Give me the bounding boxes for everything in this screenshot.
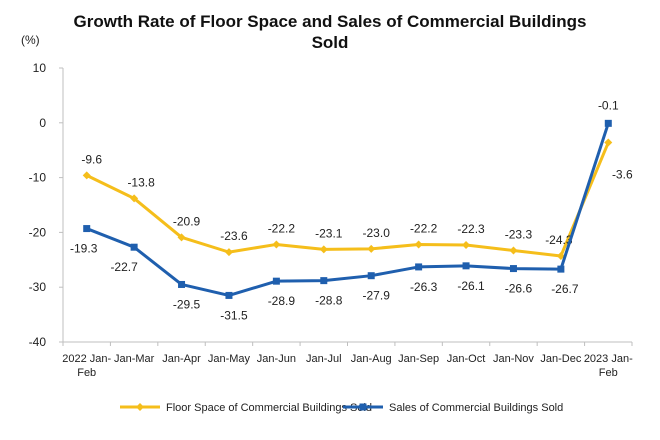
x-tick-label: Jan-Dec	[540, 353, 581, 365]
series-line-2	[86, 122, 610, 297]
x-tick-label: Jan-Aug	[351, 353, 392, 365]
data-label: -26.1	[457, 279, 485, 293]
legend-marker-square	[359, 403, 367, 411]
data-label: -23.6	[220, 229, 248, 243]
data-point-sales	[367, 272, 375, 280]
y-tick-label: -40	[29, 335, 47, 349]
data-point-floor-space	[319, 245, 328, 254]
x-tick-label: 2023 Jan-	[584, 353, 633, 365]
data-point-floor-space	[177, 233, 186, 242]
data-point-floor-space	[82, 171, 91, 180]
data-label: -22.2	[268, 221, 296, 235]
data-label: -22.2	[410, 221, 438, 235]
data-label: -31.5	[220, 308, 248, 322]
data-point-sales	[83, 225, 91, 233]
x-tick-label: Jan-Sep	[398, 353, 439, 365]
data-point-floor-space	[272, 240, 281, 249]
data-label: -24.3	[545, 233, 573, 247]
data-point-floor-space	[130, 194, 139, 203]
data-point-floor-space	[462, 241, 471, 250]
y-tick-label: -10	[29, 171, 47, 185]
x-tick-label: Jan-May	[208, 353, 251, 365]
data-label: -26.3	[410, 280, 438, 294]
data-label: -27.9	[363, 289, 391, 303]
data-label: -29.5	[173, 297, 201, 311]
x-tick-label: Feb	[77, 367, 96, 379]
data-label: -26.7	[551, 282, 579, 296]
data-label: -9.6	[81, 152, 102, 166]
data-point-floor-space	[367, 244, 376, 253]
legend-marker-diamond	[136, 403, 144, 411]
data-point-floor-space	[414, 240, 423, 249]
data-label: -19.3	[70, 242, 98, 256]
y-tick-label: 10	[33, 61, 47, 75]
data-label: -0.1	[598, 98, 619, 112]
data-label: -23.1	[315, 226, 343, 240]
data-label: -23.0	[363, 226, 391, 240]
data-point-sales	[604, 119, 612, 127]
data-point-floor-space	[509, 246, 518, 255]
data-point-sales	[225, 291, 233, 299]
x-tick-label: Jan-Oct	[447, 353, 486, 365]
data-label: -13.8	[127, 175, 155, 189]
x-tick-label: Jan-Nov	[493, 353, 534, 365]
data-label: -26.6	[505, 282, 533, 296]
data-label: -22.3	[457, 222, 485, 236]
series-line-1	[86, 141, 610, 258]
data-label: -28.8	[315, 294, 343, 308]
legend-label: Sales of Commercial Buildings Sold	[389, 402, 563, 414]
y-tick-label: 0	[39, 116, 46, 130]
data-label: -3.6	[612, 168, 633, 182]
x-tick-label: Feb	[599, 367, 618, 379]
data-point-floor-space	[604, 138, 613, 147]
chart-title-line-1: Growth Rate of Floor Space and Sales of …	[73, 12, 587, 31]
data-point-sales	[130, 243, 138, 251]
legend-label: Floor Space of Commercial Buildings Sold	[166, 402, 372, 414]
y-axis-unit: (%)	[21, 33, 40, 47]
data-label: -23.3	[505, 227, 533, 241]
data-label: -22.7	[110, 260, 138, 274]
data-point-sales	[557, 265, 565, 273]
data-point-sales	[509, 265, 517, 273]
x-tick-label: Jan-Apr	[162, 353, 201, 365]
chart-title-line-2: Sold	[311, 33, 349, 52]
data-label: -20.9	[173, 214, 201, 228]
y-tick-label: -30	[29, 280, 47, 294]
data-point-floor-space	[224, 248, 233, 257]
data-point-sales	[462, 262, 470, 270]
data-point-sales	[320, 277, 328, 285]
y-tick-label: -20	[29, 225, 47, 239]
x-tick-label: Jan-Jun	[257, 353, 296, 365]
data-point-sales	[178, 280, 186, 288]
data-label: -28.9	[268, 294, 296, 308]
data-point-sales	[272, 277, 280, 285]
x-tick-label: Jan-Jul	[306, 353, 341, 365]
data-point-floor-space	[556, 251, 565, 260]
data-point-sales	[415, 263, 423, 271]
x-tick-label: 2022 Jan-	[62, 353, 111, 365]
x-tick-label: Jan-Mar	[114, 353, 155, 365]
